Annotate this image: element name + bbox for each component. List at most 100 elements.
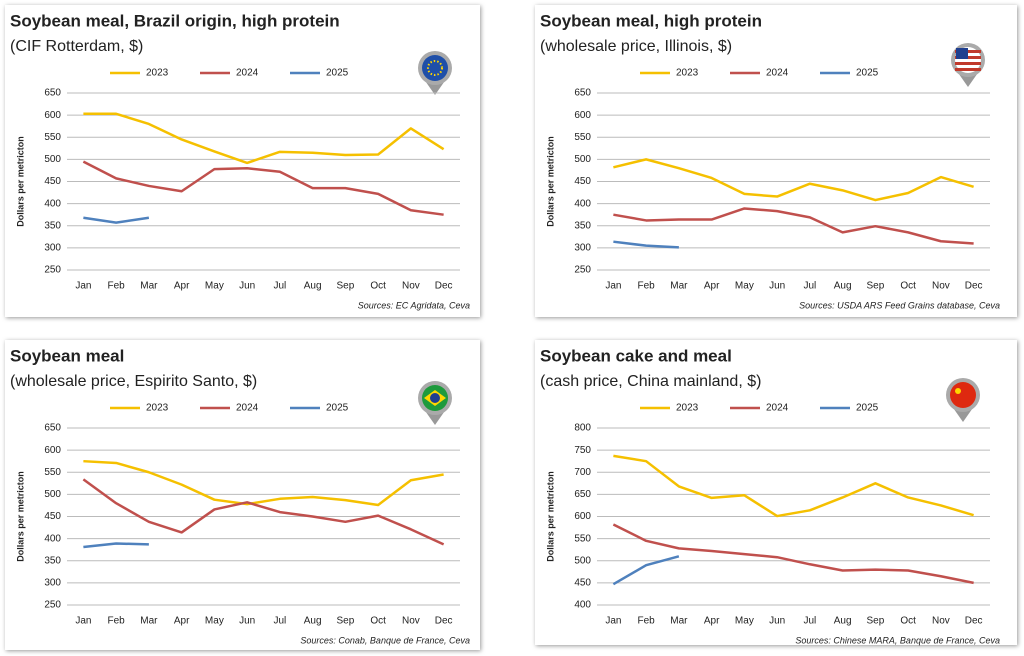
x-tick-label: Nov: [932, 616, 950, 627]
x-tick-label: May: [735, 616, 754, 627]
series-line: [612, 523, 974, 585]
y-tick-label: 400: [44, 533, 61, 544]
x-tick-label: Apr: [174, 281, 190, 292]
x-tick-label: Oct: [370, 616, 386, 627]
y-tick-label: 400: [574, 198, 591, 209]
series-line: [613, 240, 679, 249]
legend-label: 2023: [146, 68, 169, 79]
x-tick-label: Sep: [336, 616, 354, 627]
x-tick-label: Dec: [435, 281, 453, 292]
x-tick-label: Oct: [370, 281, 386, 292]
chart-subtitle: (cash price, China mainland, $): [540, 373, 761, 390]
flag-brazil: [418, 381, 452, 425]
chart-title: Soybean meal, high protein: [540, 11, 762, 30]
y-tick-label: 450: [574, 176, 591, 187]
series-line: [83, 216, 150, 224]
y-tick-label: 500: [44, 489, 61, 500]
y-tick-label: 500: [574, 154, 591, 165]
chart-subtitle: (wholesale price, Illinois, $): [540, 38, 732, 55]
chart-subtitle: (wholesale price, Espirito Santo, $): [10, 373, 257, 390]
x-tick-label: Jan: [605, 281, 621, 292]
legend-label: 2023: [146, 403, 169, 414]
y-tick-label: 300: [574, 243, 591, 254]
series-line: [613, 158, 974, 202]
chart-subtitle: (CIF Rotterdam, $): [10, 38, 143, 55]
y-tick-label: 650: [44, 88, 61, 99]
x-tick-label: Jul: [273, 281, 286, 292]
series-line: [82, 478, 445, 546]
y-tick-label: 450: [44, 511, 61, 522]
x-tick-label: Jun: [239, 616, 255, 627]
x-tick-label: Mar: [140, 616, 158, 627]
y-tick-label: 400: [574, 600, 591, 611]
x-tick-label: May: [205, 281, 224, 292]
x-tick-label: May: [735, 281, 754, 292]
x-tick-label: Oct: [900, 281, 916, 292]
y-tick-label: 650: [574, 88, 591, 99]
x-tick-label: Jul: [273, 616, 286, 627]
x-tick-label: Nov: [402, 616, 420, 627]
series-line: [613, 207, 974, 245]
series-line: [82, 160, 444, 216]
y-tick-label: 550: [574, 132, 591, 143]
x-tick-label: Aug: [304, 281, 322, 292]
y-tick-label: 700: [574, 467, 591, 478]
y-tick-label: 300: [44, 243, 61, 254]
legend-label: 2023: [676, 68, 699, 79]
panel: [5, 340, 480, 650]
y-tick-label: 600: [574, 110, 591, 121]
y-axis-label: Dollars per metricton: [15, 136, 25, 227]
x-tick-label: Feb: [108, 281, 126, 292]
panel: [535, 5, 1017, 317]
x-tick-label: Sep: [336, 281, 354, 292]
y-tick-label: 250: [44, 600, 61, 611]
series-line: [612, 555, 680, 586]
x-tick-label: Jan: [605, 616, 621, 627]
x-tick-label: Jul: [803, 616, 816, 627]
y-tick-label: 600: [44, 445, 61, 456]
y-axis-label: Dollars per metricton: [545, 471, 555, 562]
x-tick-label: Oct: [900, 616, 916, 627]
x-tick-label: Dec: [435, 616, 453, 627]
x-tick-label: Dec: [965, 281, 983, 292]
x-tick-label: Feb: [638, 616, 656, 627]
x-tick-label: Jun: [769, 281, 785, 292]
x-tick-label: Mar: [140, 281, 158, 292]
x-tick-label: May: [205, 616, 224, 627]
x-tick-label: Aug: [304, 616, 322, 627]
x-tick-label: Sep: [866, 281, 884, 292]
y-tick-label: 600: [574, 511, 591, 522]
flag-eu: [418, 51, 452, 95]
source-note: Sources: Conab, Banque de France, Ceva: [300, 635, 470, 645]
x-tick-label: Feb: [638, 281, 656, 292]
y-tick-label: 550: [44, 132, 61, 143]
source-note: Sources: EC Agridata, Ceva: [358, 300, 470, 310]
x-tick-label: Feb: [108, 616, 126, 627]
x-tick-label: Jul: [803, 281, 816, 292]
series-line: [613, 454, 974, 518]
x-tick-label: Mar: [670, 616, 688, 627]
y-tick-label: 650: [574, 489, 591, 500]
chart-title: Soybean meal, Brazil origin, high protei…: [10, 11, 340, 30]
y-tick-label: 500: [44, 154, 61, 165]
legend-label: 2024: [766, 68, 789, 79]
y-tick-label: 350: [574, 220, 591, 231]
source-note: Sources: Chinese MARA, Banque de France,…: [795, 635, 1000, 645]
y-tick-label: 550: [574, 533, 591, 544]
flag-us: [951, 43, 985, 87]
y-tick-label: 400: [44, 198, 61, 209]
y-tick-label: 650: [44, 423, 61, 434]
x-tick-label: Jan: [75, 281, 91, 292]
x-tick-label: Dec: [965, 616, 983, 627]
x-tick-label: Nov: [932, 281, 950, 292]
x-tick-label: Apr: [704, 281, 720, 292]
legend-label: 2024: [236, 403, 259, 414]
x-tick-label: Jun: [769, 616, 785, 627]
series-line: [83, 542, 149, 549]
legend-label: 2025: [856, 403, 879, 414]
y-tick-label: 250: [574, 265, 591, 276]
legend-label: 2025: [326, 403, 349, 414]
y-tick-label: 450: [44, 176, 61, 187]
y-tick-label: 800: [574, 423, 591, 434]
